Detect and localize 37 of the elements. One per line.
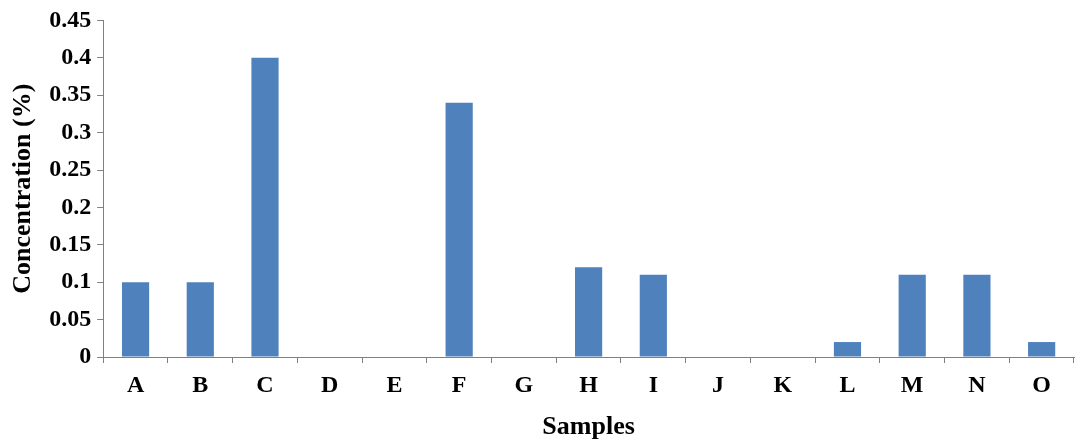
y-tick-label: 0.25 [49, 155, 92, 182]
x-tick-label: J [712, 370, 725, 397]
y-tick-label: 0.35 [49, 80, 92, 107]
x-tick-label: D [321, 370, 339, 397]
bar [121, 282, 150, 357]
y-tick-label: 0.15 [49, 230, 92, 256]
bar [1028, 342, 1056, 357]
x-tick-label: L [839, 370, 856, 397]
bar [186, 282, 214, 357]
y-tick-label: 0.05 [49, 304, 92, 331]
x-tick-label: M [900, 370, 924, 397]
y-tick-label: 0.3 [61, 117, 92, 144]
x-tick-label: A [126, 370, 145, 397]
bar [575, 267, 603, 357]
y-axis-title: Concentration (%) [7, 83, 37, 294]
bar [639, 274, 667, 357]
x-tick-label: N [968, 370, 987, 397]
x-tick-label: G [514, 370, 534, 397]
y-tick-label: 0 [79, 342, 92, 369]
x-tick-label: H [579, 370, 599, 397]
bar [445, 102, 473, 357]
bar [898, 274, 926, 357]
bar [833, 342, 862, 357]
x-tick-label: F [451, 370, 467, 397]
x-tick-label: I [648, 370, 658, 397]
bar [251, 57, 279, 357]
x-axis-title: Samples [542, 411, 635, 441]
x-tick-label: E [386, 370, 403, 397]
y-tick-label: 0.4 [61, 43, 92, 69]
x-tick-label: K [773, 370, 793, 397]
x-tick-label: B [192, 370, 209, 397]
y-tick-label: 0.45 [49, 5, 92, 32]
y-tick-label: 0.1 [61, 267, 92, 294]
bar [963, 274, 991, 357]
x-tick-label: C [256, 370, 274, 397]
x-tick-label: O [1032, 370, 1051, 397]
y-tick-label: 0.2 [61, 192, 92, 219]
